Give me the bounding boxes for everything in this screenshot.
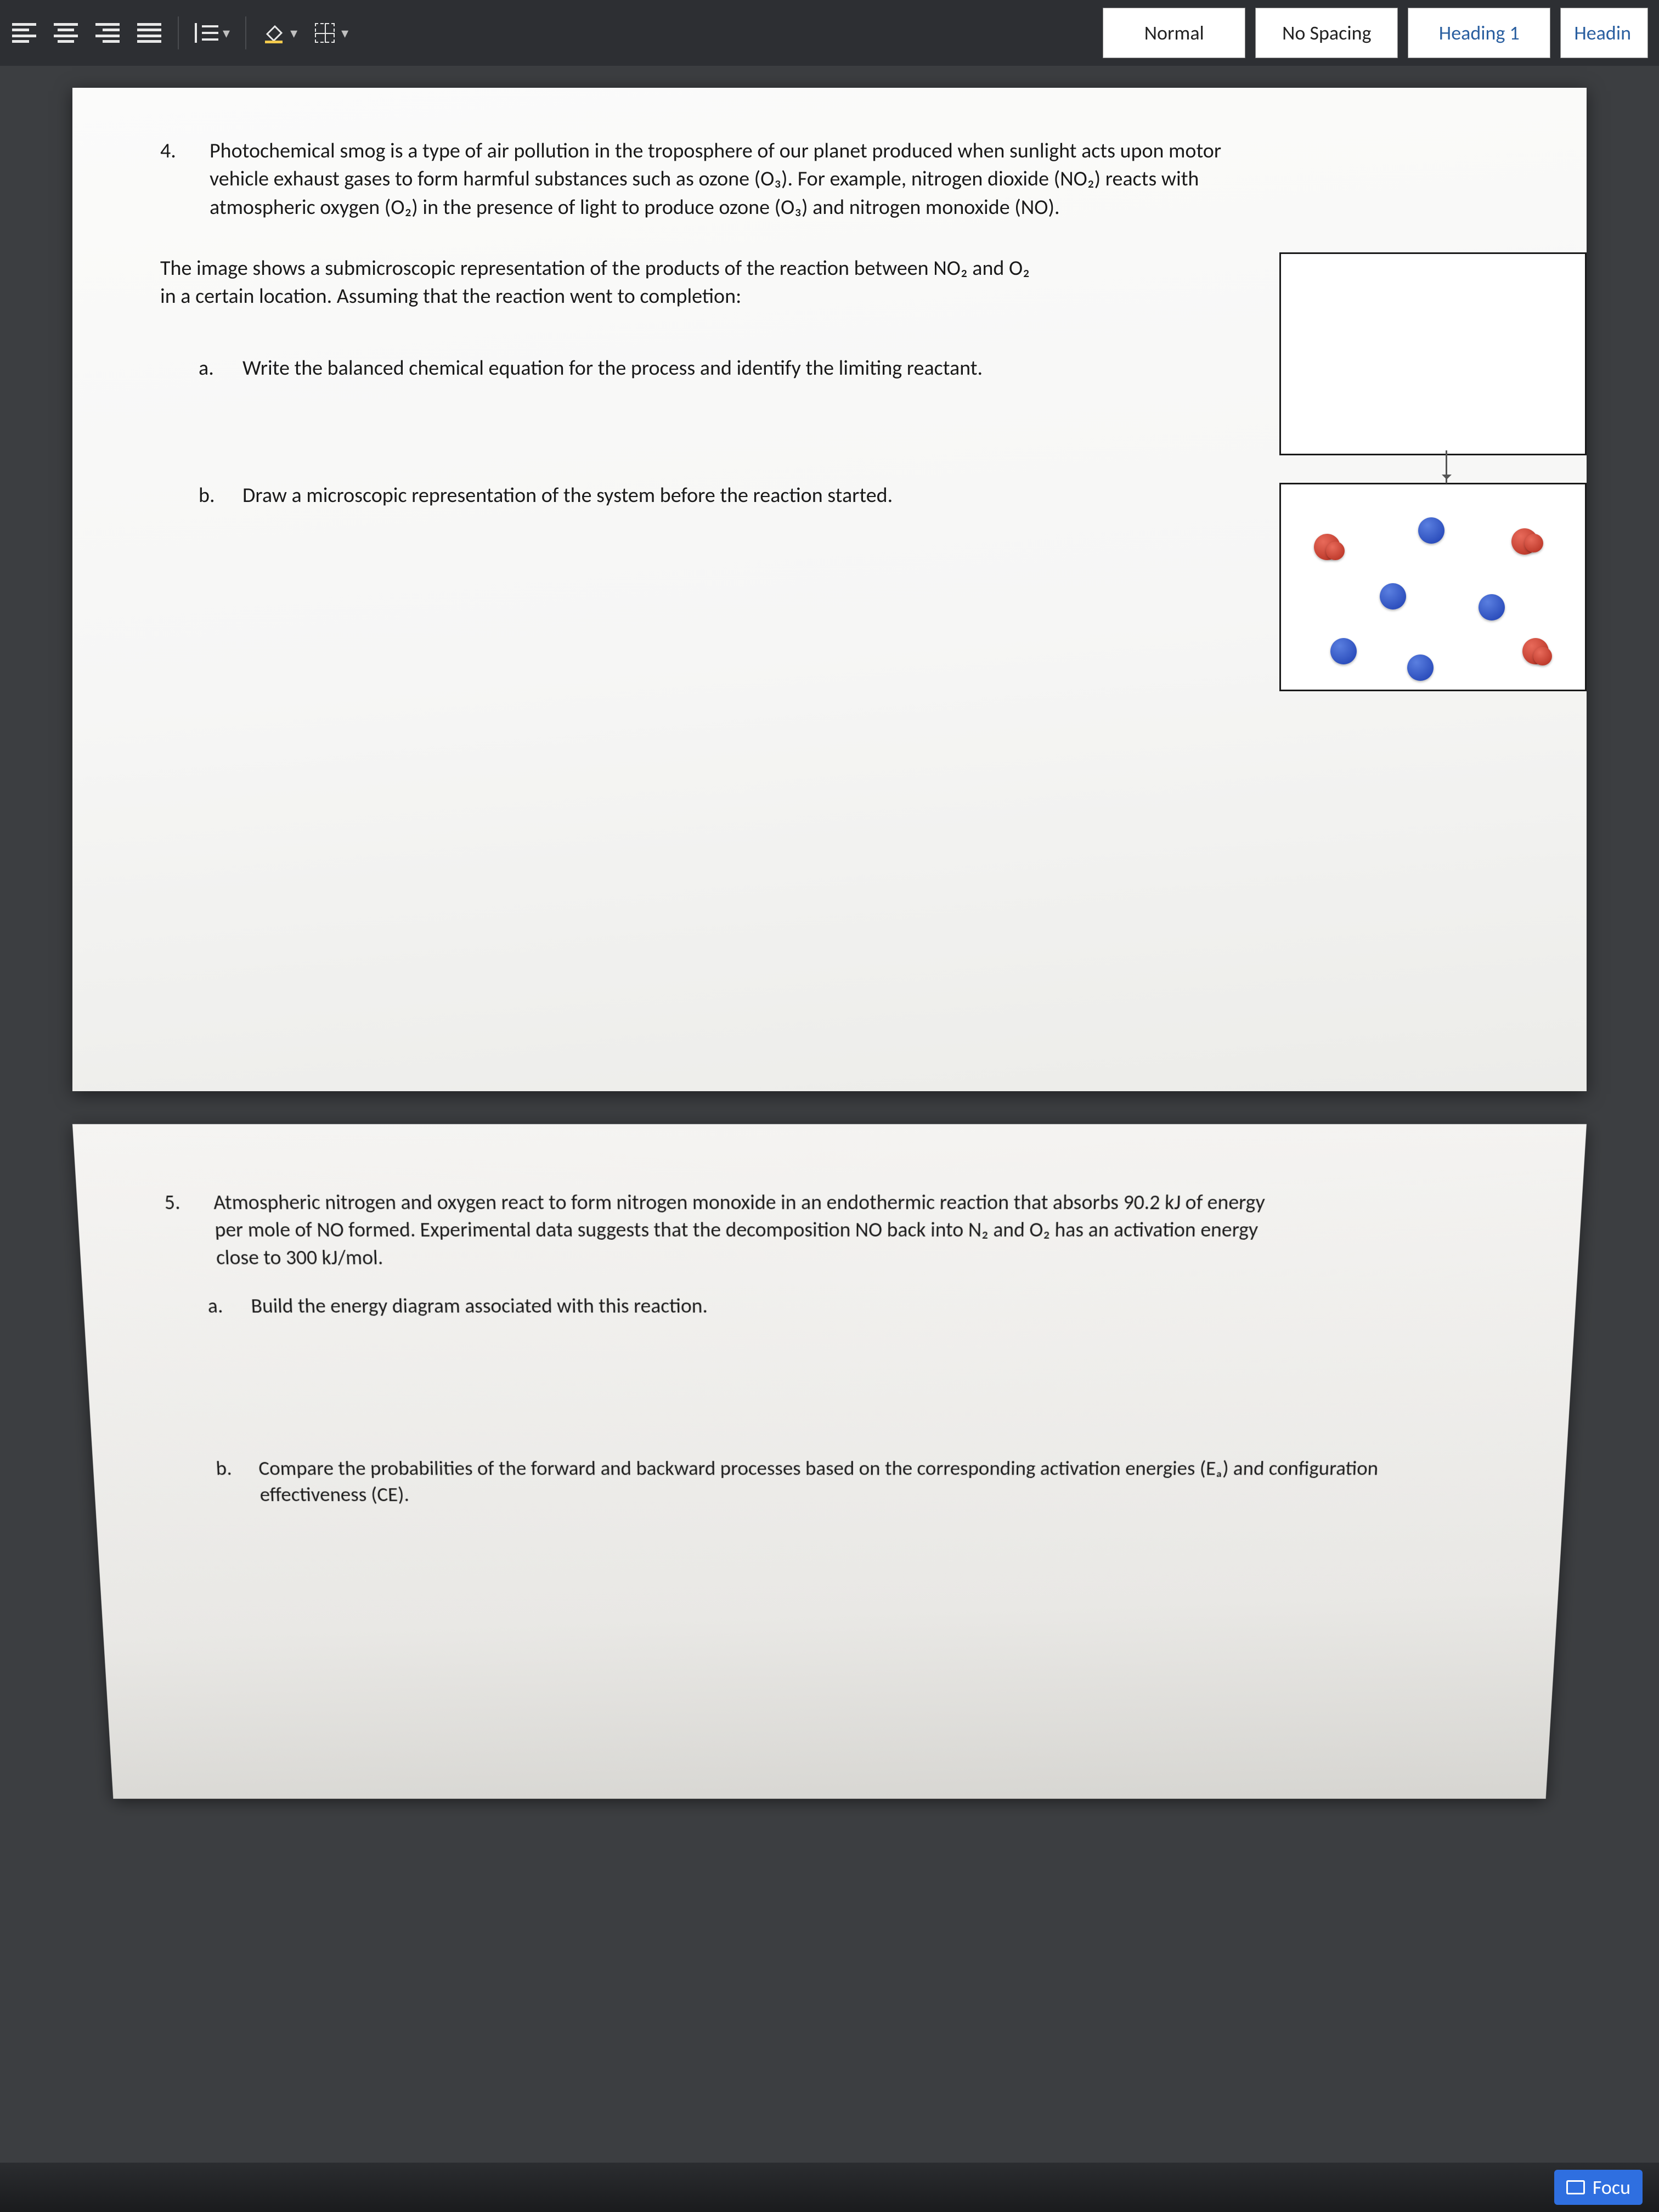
question-5: 5. Atmospheric nitrogen and oxygen react… — [163, 1189, 1495, 1272]
molecule-blue — [1479, 594, 1505, 620]
question-4b: b. Draw a microscopic representation of … — [160, 482, 1049, 510]
molecule-blue — [1407, 654, 1434, 681]
question-number: 4. — [160, 137, 176, 165]
question-intro: Photochemical smog is a type of air poll… — [210, 137, 1285, 222]
focus-icon — [1566, 2180, 1585, 2194]
borders-button[interactable]: ▾ — [313, 21, 348, 45]
align-center-icon[interactable] — [53, 20, 79, 46]
styles-gallery: Normal No Spacing Heading 1 Headin — [1103, 0, 1648, 66]
subpart-letter: a. — [199, 354, 214, 382]
molecule-red — [1525, 534, 1543, 552]
align-right-icon[interactable] — [94, 20, 121, 46]
focus-label: Focu — [1593, 2175, 1630, 2199]
answer-box-empty — [1279, 252, 1587, 455]
focus-mode-button[interactable]: Focu — [1554, 2170, 1643, 2205]
molecule-red — [1533, 647, 1552, 665]
chevron-down-icon: ▾ — [290, 24, 297, 42]
subpart-letter: b. — [215, 1456, 232, 1482]
chevron-down-icon: ▾ — [341, 24, 348, 42]
status-bar: Focu — [0, 2163, 1659, 2212]
question-5b: b. Compare the probabilities of the forw… — [178, 1456, 1481, 1509]
molecule-red — [1326, 541, 1345, 560]
subpart-text: Draw a microscopic representation of the… — [242, 482, 1049, 510]
line-spacing-button[interactable]: ▾ — [194, 21, 230, 45]
document-page: 4. Photochemical smog is a type of air p… — [72, 88, 1587, 1091]
subpart-letter: b. — [199, 482, 215, 510]
molecule-blue — [1418, 517, 1444, 544]
document-page: 5. Atmospheric nitrogen and oxygen react… — [72, 1124, 1587, 1799]
chevron-down-icon: ▾ — [223, 24, 230, 42]
line-spacing-icon — [194, 21, 218, 45]
style-no-spacing[interactable]: No Spacing — [1255, 8, 1398, 58]
question-4a: a. Write the balanced chemical equation … — [160, 354, 1049, 382]
product-molecules-figure — [1279, 483, 1587, 691]
question-4: 4. Photochemical smog is a type of air p… — [160, 137, 1499, 222]
shading-button[interactable]: ▾ — [262, 21, 297, 45]
subpart-text: Write the balanced chemical equation for… — [242, 354, 1049, 382]
align-justify-icon[interactable] — [136, 20, 162, 46]
toolbar-separator — [178, 16, 179, 49]
style-normal[interactable]: Normal — [1103, 8, 1245, 58]
toolbar-separator — [245, 16, 246, 49]
subpart-text: Build the energy diagram associated with… — [250, 1293, 1489, 1321]
subpart-letter: a. — [207, 1293, 224, 1321]
question-intro: Atmospheric nitrogen and oxygen react to… — [213, 1189, 1283, 1272]
molecule-blue — [1380, 583, 1406, 610]
question-prompt: The image shows a submicroscopic represe… — [160, 255, 1049, 311]
question-number: 5. — [163, 1189, 180, 1217]
document-canvas[interactable]: 4. Photochemical smog is a type of air p… — [0, 66, 1659, 2163]
style-heading1[interactable]: Heading 1 — [1408, 8, 1550, 58]
subpart-text: Compare the probabilities of the forward… — [258, 1456, 1481, 1509]
question-5a: a. Build the energy diagram associated w… — [169, 1293, 1489, 1321]
align-left-icon[interactable] — [11, 20, 37, 46]
style-heading2[interactable]: Headin — [1560, 8, 1648, 58]
ribbon-toolbar: ▾ ▾ ▾ Normal No Spacing Heading 1 Headin — [0, 0, 1659, 66]
paint-bucket-icon — [262, 21, 286, 45]
borders-icon — [313, 21, 337, 45]
arrow-down-icon — [1446, 450, 1447, 483]
molecule-blue — [1330, 638, 1357, 664]
